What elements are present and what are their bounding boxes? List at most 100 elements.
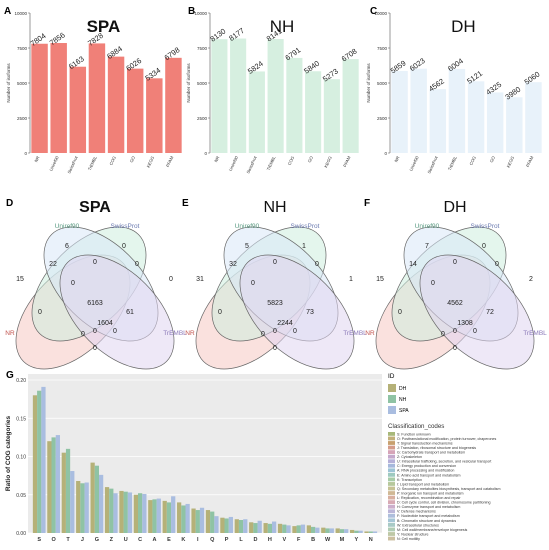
cog-bar-nh xyxy=(267,523,272,533)
legend-entry: NH xyxy=(399,397,407,403)
y-tick-label: 10000 xyxy=(374,11,387,16)
y-tick-label: 0.05 xyxy=(16,493,26,499)
cog-bar-spa xyxy=(41,386,46,533)
x-tick-label: B xyxy=(311,537,315,543)
classification-swatch xyxy=(388,495,395,500)
venn-count-nr-uniref-trembl: 2244 xyxy=(277,320,293,327)
venn-count-all: 6163 xyxy=(87,300,103,307)
bar xyxy=(448,68,466,153)
classification-entry: D: Cell cycle control, cell division, ch… xyxy=(397,501,490,505)
bar xyxy=(525,82,542,153)
venn-count-nr-trembl: 0 xyxy=(38,309,42,316)
venn-count-uniref-swiss: 0 xyxy=(273,259,277,266)
cog-bar-nh xyxy=(253,523,258,533)
venn-count-uniref-only: 5 xyxy=(245,243,249,250)
legend-entry: DH xyxy=(399,386,407,392)
y-tick-label: 10000 xyxy=(14,11,27,16)
x-tick-label: PFAM xyxy=(165,155,175,168)
cog-bar-dh xyxy=(119,490,124,533)
x-tick-label: E xyxy=(167,537,171,543)
classification-swatch xyxy=(388,468,395,473)
venn-count-nr-uniref-trembl: 1308 xyxy=(457,320,473,327)
y-tick-label: 10000 xyxy=(194,11,207,16)
venn-count-swiss-trembl: 0 xyxy=(135,261,139,268)
venn-count-nr-swiss-trembl: 0 xyxy=(81,331,85,338)
x-tick-label: Z xyxy=(110,537,114,543)
venn-label-trembl: TrEMBL xyxy=(163,330,187,337)
classification-entry: E: Amino acid transport and metabolism xyxy=(397,473,461,477)
y-tick-label: 0.15 xyxy=(16,416,26,422)
venn-label-nr: NR xyxy=(5,330,15,337)
classification-swatch xyxy=(388,477,395,482)
x-tick-label: PFAM xyxy=(342,155,352,168)
cog-bar-dh xyxy=(364,531,369,533)
bar xyxy=(230,38,247,153)
cog-bar-nh xyxy=(80,483,85,533)
chart-title: NH xyxy=(270,17,295,36)
classification-swatch xyxy=(388,432,395,436)
cog-bar-spa xyxy=(243,519,248,533)
cog-bar-dh xyxy=(90,462,95,533)
cog-bar-dh xyxy=(249,522,254,533)
x-tick-label: KEGG xyxy=(146,155,156,168)
cog-bar-spa xyxy=(142,493,147,533)
classification-swatch xyxy=(388,436,395,441)
venn-count-all: 4562 xyxy=(447,300,463,307)
classification-swatch xyxy=(388,482,395,486)
venn-count-all: 5823 xyxy=(267,300,283,307)
venn-set-trembl xyxy=(239,254,355,370)
classification-title: Classification_codes xyxy=(388,423,444,430)
cog-bar-spa xyxy=(344,529,349,533)
venn-diagram-D: D SPA Uniref90 SwissProt NR TrEMBL 15 6 0 0 22 0 0 0 6… xyxy=(5,198,187,370)
cog-bar-nh xyxy=(65,448,71,533)
x-tick-label: COG xyxy=(287,155,296,166)
venn-count-swiss-only: 1 xyxy=(302,243,306,250)
classification-entry: J: Translation, ribosomal structure and … xyxy=(397,446,476,450)
legend-swatch xyxy=(388,384,396,392)
venn-count-nr-trembl: 0 xyxy=(218,309,222,316)
bar xyxy=(248,71,265,153)
x-tick-label: KEGG xyxy=(506,155,516,168)
cog-bar-nh xyxy=(195,510,200,533)
venn-count-nr-trembl: 0 xyxy=(398,309,402,316)
venn-count-uniref-trembl: 0 xyxy=(293,328,297,335)
classification-entry: C: Energy production and conversion xyxy=(397,464,456,468)
classification-swatch xyxy=(388,486,395,491)
cog-bar-dh xyxy=(306,525,312,533)
bar xyxy=(211,39,228,153)
x-tick-label: F xyxy=(297,537,301,543)
y-axis-label: Ratio of COG categories xyxy=(5,416,12,492)
x-tick-label: NR xyxy=(213,155,220,163)
venn-label-nr: NR xyxy=(365,330,375,337)
venn-count-nr-swiss: 0 xyxy=(273,328,277,335)
y-tick-label: 5000 xyxy=(377,81,388,86)
venn-count-swiss-only: 0 xyxy=(482,243,486,250)
y-tick-label: 0.00 xyxy=(16,531,26,537)
cog-bar-spa xyxy=(214,516,219,533)
bar xyxy=(429,89,447,153)
venn-count-uniref-trembl: 0 xyxy=(473,328,477,335)
cog-bar-spa xyxy=(271,521,277,533)
bar xyxy=(305,71,322,153)
cog-bar-dh xyxy=(76,480,81,533)
panel-letter: B xyxy=(188,6,195,17)
panel-letter: A xyxy=(4,6,11,17)
x-tick-label: Y xyxy=(355,537,359,543)
x-tick-label: SwissProt xyxy=(66,155,79,175)
legend-swatch xyxy=(388,395,396,403)
cog-bar-dh xyxy=(177,502,182,533)
x-tick-label: K xyxy=(181,537,185,543)
venn-count-trembl-only: 2 xyxy=(529,276,533,283)
classification-swatch xyxy=(388,445,395,450)
venn-count-nr-uniref: 32 xyxy=(229,261,237,268)
venn-count-nr-swiss-trembl: 0 xyxy=(441,331,445,338)
bar xyxy=(50,43,67,153)
venn-count-uniref-swiss-trembl: 73 xyxy=(306,309,314,316)
bar xyxy=(165,57,182,153)
x-tick-label: T xyxy=(66,537,70,543)
cog-bar-dh xyxy=(61,452,66,533)
x-tick-label: NR xyxy=(393,155,400,163)
y-tick-label: 7500 xyxy=(377,46,388,51)
cog-bar-nh xyxy=(37,390,42,533)
